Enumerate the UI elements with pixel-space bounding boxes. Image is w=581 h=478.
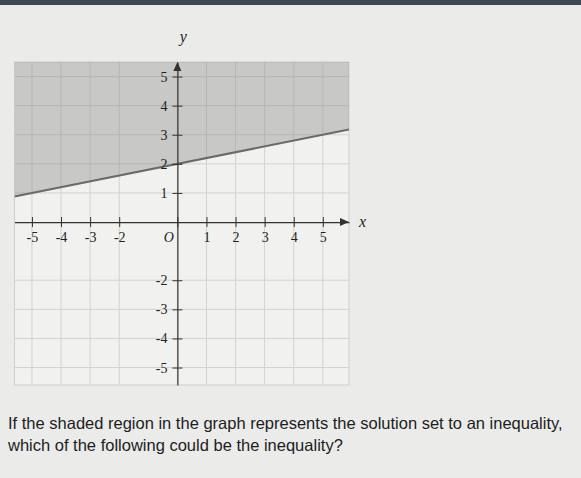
x-tick: -5 [27, 217, 39, 245]
tick-label: -4 [156, 331, 168, 346]
tick-mark [265, 217, 266, 227]
tick-mark [172, 77, 182, 78]
x-tick: 1 [203, 217, 210, 245]
grid-line [15, 280, 350, 281]
grid-line [15, 309, 350, 310]
tick-label: 5 [320, 230, 327, 245]
tick-mark [172, 368, 182, 369]
y-axis-label: y [178, 28, 188, 46]
tick-mark [172, 280, 182, 281]
tick-mark [172, 193, 182, 194]
tick-label: -5 [27, 230, 39, 245]
x-axis-line [15, 222, 350, 223]
tick-label: 1 [203, 230, 210, 245]
question: If the shaded region in the graph repres… [8, 412, 568, 456]
tick-label: -2 [114, 230, 126, 245]
shaded-region [15, 62, 350, 196]
tick-mark [172, 135, 182, 136]
tick-mark [172, 106, 182, 107]
tick-label: O [164, 230, 174, 245]
tick-label: 2 [233, 230, 240, 245]
y-tick: -3 [156, 302, 183, 317]
tick-mark [323, 217, 324, 227]
tick-mark [90, 217, 91, 227]
tick-label: 3 [160, 128, 167, 143]
tick-label: 4 [160, 99, 167, 114]
tick-mark [172, 309, 182, 310]
x-tick: -2 [114, 217, 126, 245]
y-tick: 4 [160, 99, 182, 114]
tick-mark [32, 217, 33, 227]
grid-line [15, 367, 350, 368]
x-axis: -5 -4 -3 -2 O 1 2 3 4 5 [15, 217, 350, 245]
tick-mark [236, 217, 237, 227]
tick-mark [119, 217, 120, 227]
x-tick: -3 [85, 217, 97, 245]
tick-label: -3 [85, 230, 97, 245]
grid-line [15, 338, 350, 339]
plot-area [15, 62, 350, 196]
grid-line [15, 192, 350, 193]
x-tick: 2 [233, 217, 240, 245]
top-strip [0, 0, 581, 5]
x-arrow [340, 218, 349, 226]
y-tick: 5 [160, 70, 182, 85]
y-axis-line [177, 63, 178, 386]
x-tick: -4 [56, 217, 68, 245]
y-arrow [173, 62, 181, 71]
tick-label: -5 [156, 361, 168, 376]
y-tick: 2 [160, 157, 182, 172]
tick-label: 1 [160, 186, 167, 201]
y-tick: -2 [156, 273, 183, 288]
grid [15, 62, 350, 385]
tick-mark [294, 217, 295, 227]
tick-mark [206, 217, 207, 227]
x-tick: O [164, 217, 178, 245]
y-tick: 1 [160, 186, 182, 201]
tick-label: -2 [156, 273, 168, 288]
x-tick: 3 [262, 217, 269, 245]
plot-frame [15, 62, 350, 385]
y-axis: -5 -4 -3 -2 1 2 3 4 5 [156, 63, 183, 386]
tick-label: -3 [156, 302, 168, 317]
tick-label: 4 [291, 230, 298, 245]
tick-mark [172, 338, 182, 339]
tick-mark [172, 164, 182, 165]
x-tick: 4 [291, 217, 298, 245]
boundary-line [15, 130, 350, 197]
tick-label: 3 [262, 230, 269, 245]
x-axis-label: x [358, 213, 366, 230]
y-tick: -4 [156, 331, 183, 346]
tick-mark [61, 217, 62, 227]
tick-label: 5 [160, 70, 167, 85]
x-tick: 5 [320, 217, 327, 245]
tick-label: -4 [56, 230, 68, 245]
chart: -5 -4 -3 -2 O 1 2 3 4 5 -5 -4 -3 -2 1 2 3 4 5 x y [0, 0, 581, 410]
tick-label: 2 [160, 157, 167, 172]
y-tick: 3 [160, 128, 182, 143]
y-tick: -5 [156, 361, 183, 376]
